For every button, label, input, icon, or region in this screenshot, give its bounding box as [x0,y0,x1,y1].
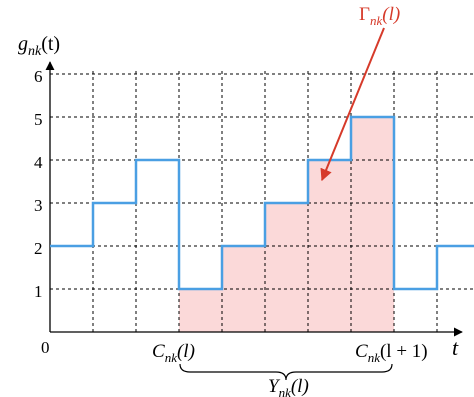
y-brace-label: Ynk(l) [268,376,309,397]
c-left-label: Cnk(l) [152,341,195,365]
y-axis-label: gnk(t) [18,33,60,59]
y-tick-label: 6 [34,67,43,86]
y-tick-label: 4 [34,153,43,172]
c-right-label: Cnk(l + 1) [355,341,428,365]
shaded-step-area [265,203,308,332]
step-function-line [50,115,474,291]
y-tick-label: 2 [34,239,43,258]
x-axis-label: t [452,335,459,360]
shaded-step-area [351,117,394,332]
gamma-label: Γnk(l) [359,4,400,28]
y-tick-label: 1 [34,282,43,301]
origin-label: 0 [41,338,50,357]
gamma-pointer-arrow [320,27,385,182]
y-tick-label: 3 [34,196,43,215]
y-tick-labels: 1 2 3 4 5 6 [34,67,43,301]
y-tick-label: 5 [34,110,43,129]
underbrace [179,363,393,381]
shaded-step-area [179,289,222,332]
shaded-area [179,117,394,332]
